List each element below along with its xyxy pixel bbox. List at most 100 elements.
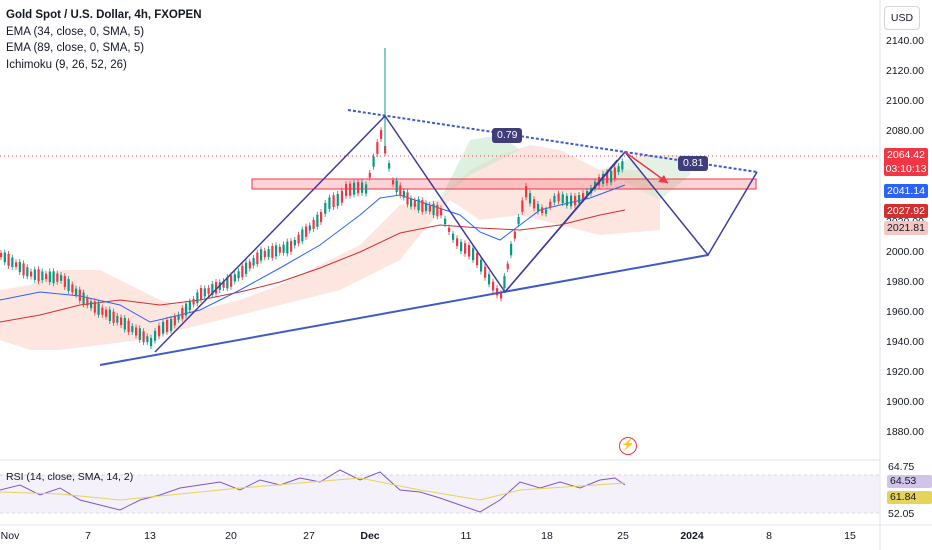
candle-body [492, 281, 495, 291]
candle-body [120, 317, 123, 325]
flash-icon[interactable]: ⚡ [619, 437, 637, 455]
candle-body [328, 197, 331, 209]
candle-body [226, 277, 229, 289]
candle-body [506, 263, 509, 270]
candle-body [177, 314, 180, 320]
time-tick-label: 27 [303, 530, 315, 542]
candle-body [476, 253, 479, 266]
candle-body [252, 258, 255, 266]
candle-body [380, 130, 383, 139]
currency-selector[interactable]: USD [884, 6, 920, 30]
candle-body [230, 275, 233, 287]
candle-body [278, 246, 281, 253]
candle-body [472, 248, 475, 261]
candle-body [541, 207, 544, 214]
candle-body [290, 241, 293, 252]
candle-body [245, 262, 248, 274]
candle-body [448, 227, 451, 233]
candle-body [561, 194, 564, 204]
candle-body [146, 336, 149, 343]
candle-body [533, 199, 536, 209]
candle-body [553, 195, 556, 203]
candle-body [324, 202, 327, 214]
candle-body [150, 337, 153, 347]
ichimoku-cloud [0, 145, 660, 350]
candle-body [37, 269, 40, 282]
candle-body [293, 239, 296, 246]
candle-body [617, 166, 620, 173]
chart-legend: Gold Spot / U.S. Dollar, 4h, FXOPEN EMA … [6, 7, 202, 73]
candle-body [456, 238, 459, 247]
candle-body [105, 309, 108, 317]
ratio-label-1[interactable]: 0.79 [492, 128, 523, 143]
candle-body [510, 243, 513, 256]
price-tick-label: 2100.00 [886, 95, 924, 107]
candle-body [376, 142, 379, 155]
ratio-label-2[interactable]: 0.81 [678, 156, 709, 171]
indicator-ema-fast[interactable]: EMA (34, close, 0, SMA, 5) [6, 25, 145, 38]
candle-body [256, 252, 259, 265]
candle-body [173, 316, 176, 326]
candle-body [613, 167, 616, 179]
price-tick-label: 2140.00 [886, 35, 924, 47]
candle-body [452, 233, 455, 240]
indicator-ichimoku[interactable]: Ichimoku (9, 26, 52, 26) [6, 58, 127, 71]
candle-body [496, 288, 499, 296]
candle-body [41, 271, 44, 281]
candle-body [112, 311, 115, 323]
rsi-axis-low: 52.05 [888, 508, 915, 520]
indicator-ema-slow[interactable]: EMA (89, close, 0, SMA, 5) [6, 42, 145, 54]
candle-body [233, 274, 236, 282]
time-tick-label: 8 [766, 530, 772, 542]
candle-body [181, 308, 184, 319]
candle-body [63, 276, 66, 287]
price-tick-label: 1980.00 [886, 276, 924, 288]
candle-body [406, 192, 409, 205]
time-tick-label: 18 [541, 530, 553, 542]
candle-body [75, 288, 78, 295]
candle-body [503, 276, 506, 289]
candle-body [67, 279, 70, 291]
candle-body [11, 257, 14, 267]
candle-body [170, 318, 173, 331]
candle-body [138, 328, 141, 340]
candle-body [421, 200, 424, 212]
candle-body [336, 193, 339, 206]
candle-body [33, 269, 36, 280]
candle-body [271, 246, 274, 258]
lower-trendline [99, 254, 709, 366]
candle-body [82, 292, 85, 305]
rsi-legend[interactable]: RSI (14, close, SMA, 14, 2) [6, 471, 134, 483]
candle-body [185, 303, 188, 316]
candle-body [158, 325, 161, 337]
candle-body [365, 184, 368, 194]
candle-body [263, 250, 266, 258]
candle-body [200, 288, 203, 300]
candle-body [468, 245, 471, 257]
price-tick-label: 1900.00 [886, 396, 924, 408]
candle-body [30, 271, 33, 277]
time-tick-label: Nov [0, 530, 20, 542]
candle-body [570, 195, 573, 207]
candle-body [525, 186, 528, 198]
candle-body [521, 200, 524, 212]
candle-body [308, 225, 311, 231]
time-tick-label: 13 [144, 530, 156, 542]
candle-body [417, 199, 420, 211]
candle-body [537, 204, 540, 212]
candle-body [248, 261, 251, 269]
candle-body [361, 182, 364, 193]
candle-body [480, 259, 483, 272]
candle-body [372, 156, 375, 167]
time-tick-label: 7 [85, 530, 91, 542]
candle-body [275, 245, 278, 257]
price-tick-label: 1920.00 [886, 366, 924, 378]
candle-body [196, 292, 199, 304]
candle-body [301, 229, 304, 242]
candle-body [22, 263, 25, 276]
price-tick-label: 2000.00 [886, 246, 924, 258]
candle-body [56, 273, 59, 282]
candle-body [368, 172, 371, 178]
candle-body [90, 301, 93, 309]
